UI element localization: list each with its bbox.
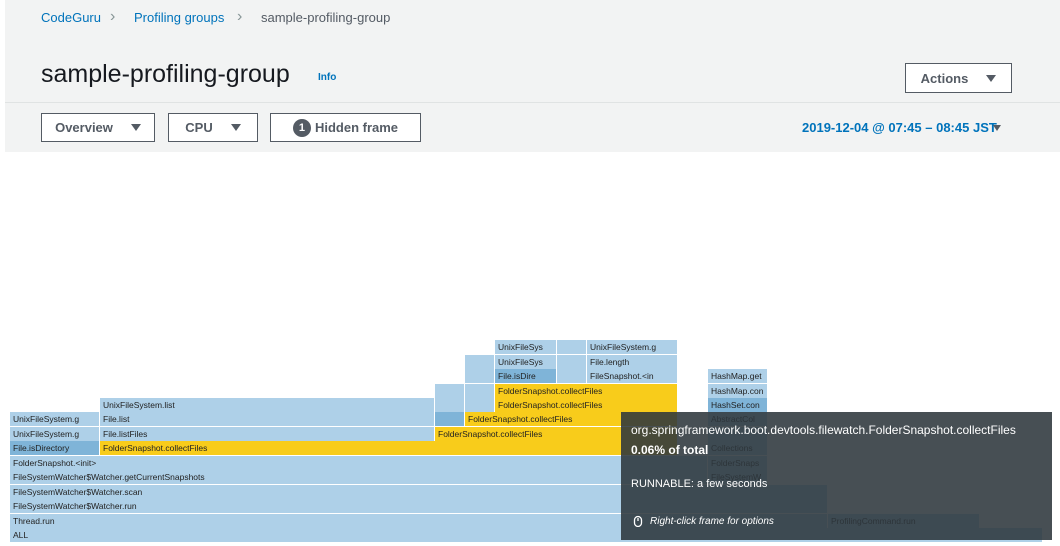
frame[interactable]: HashMap.con (708, 383, 768, 398)
frame[interactable]: UnixFileSystem.g (10, 426, 100, 441)
info-link[interactable]: Info (318, 72, 337, 83)
frame[interactable]: FileSnapshot.<in (587, 369, 678, 384)
breadcrumb-link[interactable]: Profiling groups (134, 10, 225, 25)
frame[interactable]: FolderSnapshot.collectFiles (100, 441, 678, 456)
frame[interactable]: File.listFiles (100, 426, 435, 441)
hidden-frames-button[interactable]: 1 Hidden frame (270, 113, 421, 142)
frame[interactable]: FolderSnapshot.collectFiles (495, 383, 678, 398)
actions-button[interactable]: Actions (905, 63, 1012, 93)
frame[interactable] (557, 369, 587, 384)
frame[interactable] (435, 383, 465, 398)
frame[interactable] (465, 369, 495, 384)
frame[interactable] (557, 354, 587, 369)
tooltip: org.springframework.boot.devtools.filewa… (621, 412, 1052, 540)
frame[interactable]: File.length (587, 354, 678, 369)
mouse-icon (633, 515, 643, 527)
frame[interactable]: FileSystemWatcher$Watcher.getCurrentSnap… (10, 470, 708, 485)
tooltip-share: 0.06% of total (631, 443, 709, 457)
separator: › (237, 8, 243, 25)
breadcrumb-link[interactable]: CodeGuru (41, 10, 101, 25)
tooltip-hint: Right-click frame for options (650, 516, 774, 527)
frame[interactable]: File.list (100, 412, 435, 427)
time-range[interactable]: 2019-12-04 @ 07:45 – 08:45 JST (802, 120, 997, 135)
frame[interactable]: UnixFileSystem.g (587, 340, 678, 355)
frame[interactable]: UnixFileSystem.list (100, 397, 435, 412)
frame[interactable]: HashSet.con (708, 397, 768, 412)
caret (986, 74, 997, 82)
label: Overview (55, 120, 113, 135)
tooltip-state: RUNNABLE: a few seconds (631, 478, 768, 490)
frame[interactable]: File.isDire (495, 369, 557, 384)
frame[interactable] (465, 354, 495, 369)
frame[interactable] (465, 383, 495, 398)
frame[interactable]: FolderSnapshot.collectFiles (495, 397, 678, 412)
breadcrumb-current: sample-profiling-group (261, 10, 391, 25)
type-select[interactable]: CPU (168, 113, 258, 142)
frame[interactable]: UnixFileSys (495, 354, 557, 369)
divider (5, 102, 1060, 103)
label: Actions (920, 70, 969, 86)
frame[interactable] (435, 397, 465, 412)
tooltip-frame: org.springframework.boot.devtools.filewa… (631, 423, 1016, 437)
frame[interactable]: File.isDirectory (10, 441, 100, 456)
separator: › (110, 8, 116, 25)
frame[interactable] (465, 397, 495, 412)
caret (993, 125, 1001, 131)
frame[interactable]: UnixFileSys (495, 340, 557, 355)
page-title: sample-profiling-group (41, 60, 290, 88)
frame[interactable] (435, 412, 465, 427)
caret (230, 124, 241, 131)
frame[interactable]: HashMap.get (708, 369, 768, 384)
frame[interactable]: FolderSnapshot.<init> (10, 455, 708, 470)
label: Hidden frame (314, 120, 399, 135)
frame[interactable]: UnixFileSystem.g (10, 412, 100, 427)
caret (130, 124, 141, 131)
view-select[interactable]: Overview (41, 113, 155, 142)
label: CPU (185, 120, 213, 135)
frame[interactable] (557, 340, 587, 355)
badge: 1 (292, 118, 311, 137)
